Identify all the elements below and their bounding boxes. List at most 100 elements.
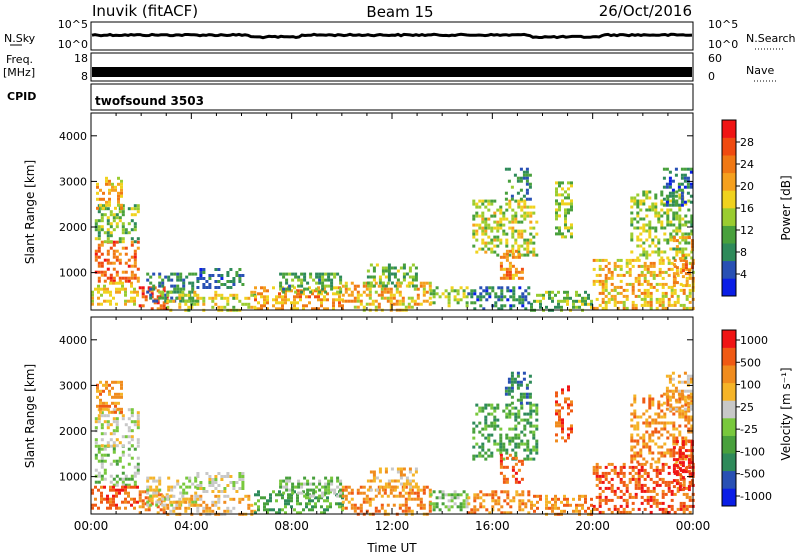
heatmap-cell bbox=[496, 244, 500, 248]
heatmap-cell bbox=[630, 454, 634, 458]
heatmap-cell bbox=[525, 179, 529, 183]
heatmap-cell bbox=[643, 483, 647, 487]
heatmap-cell bbox=[658, 261, 662, 265]
heatmap-cell bbox=[428, 491, 432, 495]
heatmap-cell bbox=[548, 290, 551, 294]
heatmap-cell bbox=[661, 510, 665, 514]
heatmap-cell bbox=[384, 485, 388, 489]
heatmap-cell bbox=[628, 261, 632, 265]
heatmap-cell bbox=[136, 471, 140, 475]
date-title: 26/Oct/2016 bbox=[599, 2, 692, 20]
heatmap-cell bbox=[530, 500, 533, 504]
heatmap-cell bbox=[511, 448, 515, 452]
heatmap-cell bbox=[601, 300, 605, 304]
heatmap-cell bbox=[124, 485, 127, 489]
heatmap-cell bbox=[247, 497, 251, 501]
heatmap-cell bbox=[673, 510, 677, 514]
heatmap-cell bbox=[517, 205, 521, 209]
heatmap-cell bbox=[217, 280, 221, 283]
heatmap-cell bbox=[429, 493, 433, 497]
heatmap-cell bbox=[193, 290, 197, 294]
heatmap-cell bbox=[522, 194, 526, 198]
heatmap-cell bbox=[105, 182, 108, 186]
heatmap-cell bbox=[111, 380, 114, 384]
heatmap-cell bbox=[290, 289, 293, 293]
heatmap-cell bbox=[108, 179, 111, 183]
heatmap-cell bbox=[651, 418, 655, 422]
heatmap-cell bbox=[103, 414, 107, 418]
heatmap-cell bbox=[344, 485, 348, 489]
heatmap-cell bbox=[563, 494, 566, 498]
heatmap-cell bbox=[410, 305, 414, 309]
heatmap-cell bbox=[526, 454, 530, 458]
heatmap-cell bbox=[141, 505, 145, 509]
heatmap-cell bbox=[598, 291, 602, 295]
heatmap-cell bbox=[384, 467, 388, 471]
heatmap-cell bbox=[368, 500, 372, 504]
heatmap-cell bbox=[526, 211, 530, 215]
heatmap-cell bbox=[462, 499, 466, 503]
heatmap-cell bbox=[330, 476, 334, 480]
heatmap-cell bbox=[532, 205, 536, 209]
heatmap-cell bbox=[592, 504, 596, 508]
heatmap-cell bbox=[536, 500, 539, 504]
heatmap-cell bbox=[97, 471, 101, 475]
heatmap-cell bbox=[496, 226, 500, 230]
heatmap-cell bbox=[665, 182, 669, 186]
heatmap-cell bbox=[127, 417, 131, 421]
heatmap-cell bbox=[523, 238, 527, 242]
heatmap-cell bbox=[241, 475, 245, 478]
heatmap-cell bbox=[521, 295, 525, 299]
heatmap-cell bbox=[613, 507, 617, 511]
heatmap-cell bbox=[610, 270, 614, 274]
heatmap-cell bbox=[484, 205, 488, 209]
heatmap-cell bbox=[511, 252, 515, 256]
heatmap-cell bbox=[496, 442, 500, 446]
heatmap-cell bbox=[459, 298, 463, 302]
heatmap-cell bbox=[312, 482, 316, 486]
heatmap-cell bbox=[622, 507, 626, 511]
heatmap-cell bbox=[408, 269, 412, 273]
heatmap-cell bbox=[169, 494, 173, 498]
heatmap-cell bbox=[685, 267, 689, 271]
heatmap-cell bbox=[649, 270, 653, 274]
heatmap-cell bbox=[493, 442, 497, 446]
heatmap-cell bbox=[94, 485, 97, 489]
heatmap-cell bbox=[482, 307, 486, 311]
heatmap-cell bbox=[338, 298, 341, 302]
heatmap-cell bbox=[521, 508, 525, 512]
heatmap-cell bbox=[315, 485, 319, 489]
heatmap-cell bbox=[299, 502, 302, 506]
heatmap-cell bbox=[263, 301, 266, 305]
heatmap-cell bbox=[462, 502, 466, 506]
heatmap-cell bbox=[130, 299, 133, 303]
heatmap-cell bbox=[642, 247, 646, 251]
heatmap-cell bbox=[487, 403, 491, 407]
heatmap-cell bbox=[481, 199, 485, 203]
heatmap-cell bbox=[118, 477, 122, 481]
heatmap-cell bbox=[429, 292, 433, 296]
heatmap-cell bbox=[305, 505, 308, 509]
heatmap-cell bbox=[432, 502, 436, 506]
heatmap-cell bbox=[517, 459, 521, 463]
heatmap-cell bbox=[508, 249, 512, 253]
heatmap-cell bbox=[100, 474, 104, 478]
x-tick-label: 12:00 bbox=[375, 519, 410, 533]
heatmap-cell bbox=[631, 264, 635, 268]
heatmap-cell bbox=[689, 389, 693, 393]
heatmap-cell bbox=[428, 506, 432, 510]
heatmap-cell bbox=[567, 436, 570, 440]
heatmap-cell bbox=[613, 261, 617, 265]
heatmap-cell bbox=[520, 267, 524, 271]
heatmap-cell bbox=[254, 493, 257, 497]
heatmap-cell bbox=[422, 503, 426, 507]
heatmap-cell bbox=[202, 302, 206, 306]
heatmap-cell bbox=[97, 284, 100, 288]
heatmap-cell bbox=[377, 305, 381, 309]
heatmap-cell bbox=[643, 498, 647, 502]
heatmap-cell bbox=[324, 485, 328, 489]
heatmap-cell bbox=[462, 505, 466, 509]
heatmap-cell bbox=[182, 500, 186, 504]
heatmap-cell bbox=[473, 499, 477, 503]
heatmap-cell bbox=[402, 275, 406, 279]
